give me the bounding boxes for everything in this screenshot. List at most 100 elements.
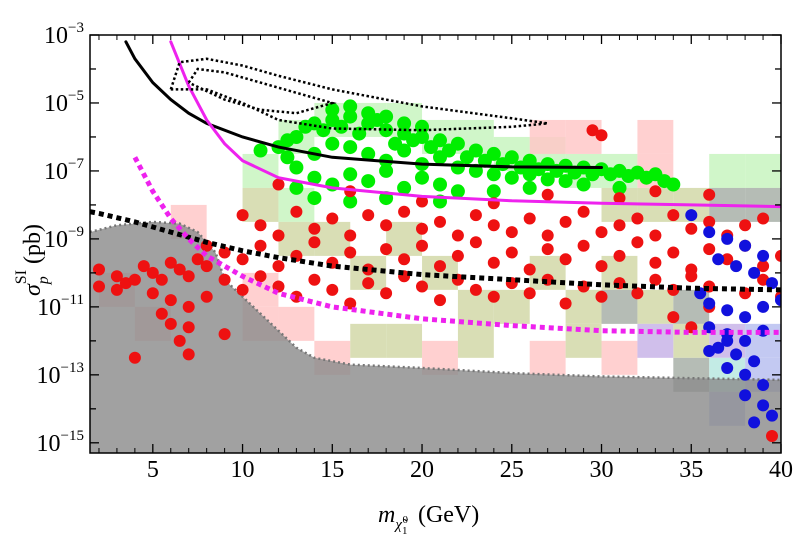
red-point: [380, 219, 393, 232]
green-point: [468, 163, 483, 178]
red-point: [416, 280, 428, 293]
green-point: [450, 160, 465, 175]
red-point: [505, 246, 518, 259]
red-point: [703, 188, 716, 201]
xlabel-symbol: m: [378, 502, 395, 528]
red-point: [649, 229, 662, 242]
axis-ticks: 5 10 15 20 25 30 35 40 10−3 10−5 10−7 10−9 10−11 10−1…: [37, 20, 793, 483]
green-point: [397, 180, 412, 195]
blue-point: [721, 334, 734, 347]
red-point: [595, 129, 608, 142]
density-tile: [457, 323, 494, 358]
green-point: [361, 174, 376, 189]
red-point: [469, 209, 482, 222]
black-dotted-lower-curve: [90, 209, 781, 293]
xlabel-sub-sup: 0: [402, 514, 408, 526]
red-point: [146, 266, 159, 279]
blue-point: [721, 362, 734, 374]
green-point: [486, 146, 501, 161]
red-point: [164, 294, 177, 307]
red-point: [308, 236, 321, 249]
red-point: [173, 263, 186, 276]
red-point: [308, 222, 321, 235]
black-dotted-inner-curve: [187, 67, 337, 115]
red-point: [218, 246, 231, 259]
red-point: [487, 256, 500, 269]
x-tick-label: 5: [147, 457, 159, 483]
xlabel-sub-sub: 1: [402, 525, 408, 537]
red-point: [523, 287, 536, 300]
red-point: [218, 273, 231, 286]
scatter-points: [93, 99, 781, 442]
x-tick-label: 35: [679, 457, 703, 483]
red-point: [110, 270, 123, 283]
y-tick-label: 10−11: [37, 292, 84, 321]
blue-point: [748, 355, 761, 368]
blue-point: [739, 311, 752, 324]
red-point: [416, 239, 428, 252]
red-point: [586, 124, 599, 137]
shaded-regions: [90, 220, 781, 453]
red-point: [469, 236, 482, 249]
green-point: [343, 194, 358, 209]
blue-point: [730, 348, 743, 361]
blue-point: [739, 368, 752, 381]
green-point: [343, 109, 358, 124]
x-tick-label: 20: [410, 457, 434, 483]
green-point: [558, 174, 573, 189]
red-point: [685, 270, 698, 283]
blue-point: [757, 399, 770, 412]
x-tick-label: 15: [320, 457, 344, 483]
red-point: [523, 212, 536, 225]
red-point: [362, 263, 375, 276]
green-point: [361, 146, 376, 161]
red-point: [290, 205, 303, 218]
black-solid-curve: [124, 40, 603, 169]
x-tick-label: 25: [500, 457, 524, 483]
density-tile: [314, 221, 351, 256]
red-point: [505, 226, 518, 239]
red-point: [182, 348, 195, 361]
red-point: [119, 277, 132, 290]
red-point: [200, 290, 213, 303]
green-point: [289, 160, 304, 175]
red-point: [434, 294, 446, 307]
x-tick-label: 10: [231, 457, 255, 483]
green-point: [379, 163, 394, 178]
red-point: [577, 205, 590, 218]
red-point: [523, 263, 536, 276]
red-point: [631, 236, 644, 249]
blue-point: [703, 345, 716, 357]
red-point: [272, 260, 285, 273]
blue-point: [712, 253, 725, 266]
red-point: [236, 283, 249, 296]
density-tile: [242, 187, 279, 222]
red-point: [128, 273, 141, 286]
red-point: [613, 249, 626, 262]
green-point: [504, 170, 519, 185]
red-point: [164, 256, 177, 269]
green-point: [540, 172, 555, 187]
red-point: [218, 328, 231, 341]
y-tick-label: 10−3: [44, 20, 84, 49]
green-point: [433, 150, 447, 165]
green-point: [486, 184, 501, 199]
red-point: [649, 185, 662, 198]
red-point: [146, 287, 159, 300]
red-point: [469, 283, 482, 296]
blue-point: [730, 260, 743, 273]
density-tile: [637, 289, 674, 324]
red-point: [541, 188, 554, 201]
y-tick-label: 10−9: [44, 224, 84, 253]
green-point: [522, 167, 537, 182]
ylabel-superscript: SI: [13, 270, 30, 284]
red-point: [613, 219, 626, 232]
red-point: [254, 239, 267, 252]
blue-point: [757, 249, 770, 262]
red-point: [137, 260, 150, 273]
green-point: [450, 136, 465, 151]
magenta-solid-curve: [169, 40, 781, 209]
blue-point: [766, 409, 778, 422]
red-point: [434, 215, 446, 228]
